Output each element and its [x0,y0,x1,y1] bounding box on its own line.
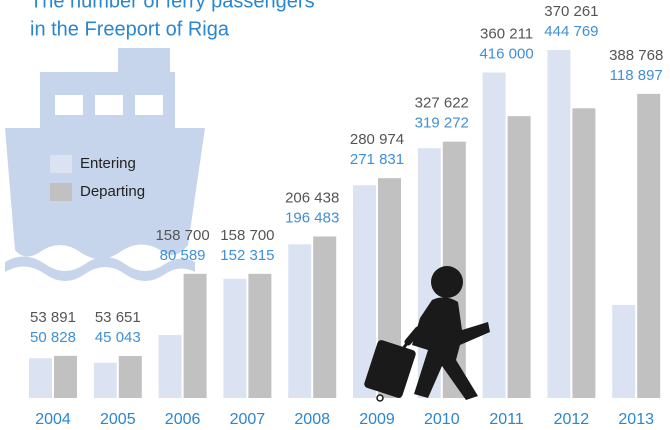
x-tick-label: 2004 [35,411,71,428]
bar [223,278,247,398]
value-label: 158 700 [220,227,274,244]
value-label: 196 483 [285,209,339,226]
value-label: 152 315 [220,247,274,264]
x-tick-label: 2012 [554,411,590,428]
chart-title: The number of ferry passengers [30,0,315,12]
x-tick-label: 2008 [294,411,330,428]
x-tick-label: 2011 [489,411,524,428]
bar [183,273,207,398]
bar [248,273,272,398]
value-label: 271 831 [350,151,404,168]
value-label: 206 438 [285,189,339,206]
x-tick-label: 2009 [359,411,395,428]
value-label: 45 043 [95,329,141,346]
bar [288,244,312,398]
value-label: 444 769 [544,23,598,40]
bar [612,304,636,398]
bar [54,355,77,398]
value-label: 158 700 [155,227,209,244]
value-label: 327 622 [415,95,469,112]
x-tick-label: 2013 [618,411,654,428]
x-tick-label: 2010 [424,411,460,428]
bar [29,358,52,398]
value-label: 53 891 [30,309,76,326]
bar [93,362,117,398]
value-label: 53 651 [95,309,141,326]
bar [482,72,506,398]
value-label: 280 974 [350,131,404,148]
legend-swatch [50,183,72,201]
bar [313,236,337,398]
chart-title: in the Freeport of Riga [30,18,230,40]
value-label: 370 261 [544,3,598,20]
value-label: 118 897 [610,67,663,84]
x-tick-label: 2005 [100,411,136,428]
ship-windows [55,95,163,115]
value-label: 416 000 [479,45,533,62]
traveller-icon [364,266,490,402]
legend-label: Entering [80,155,136,172]
bar [158,334,182,398]
x-tick-label: 2006 [165,411,201,428]
bars: Entering Departing 2004 53 891 50 828 2005 53 … [29,3,663,428]
bar [118,356,142,398]
bar [353,185,376,398]
legend-label: Departing [80,183,145,200]
value-label: 319 272 [415,115,469,132]
value-label: 50 828 [30,329,76,346]
value-label: 360 211 [480,25,533,42]
value-label: 80 589 [160,247,206,264]
title: The number of ferry passengers in the Fre… [30,0,315,40]
bar [637,93,661,399]
bar [507,116,531,399]
x-tick-label: 2007 [230,411,266,428]
value-label: 388 768 [609,47,663,64]
legend-swatch [50,155,72,173]
bar [547,50,571,398]
bar [572,108,596,399]
